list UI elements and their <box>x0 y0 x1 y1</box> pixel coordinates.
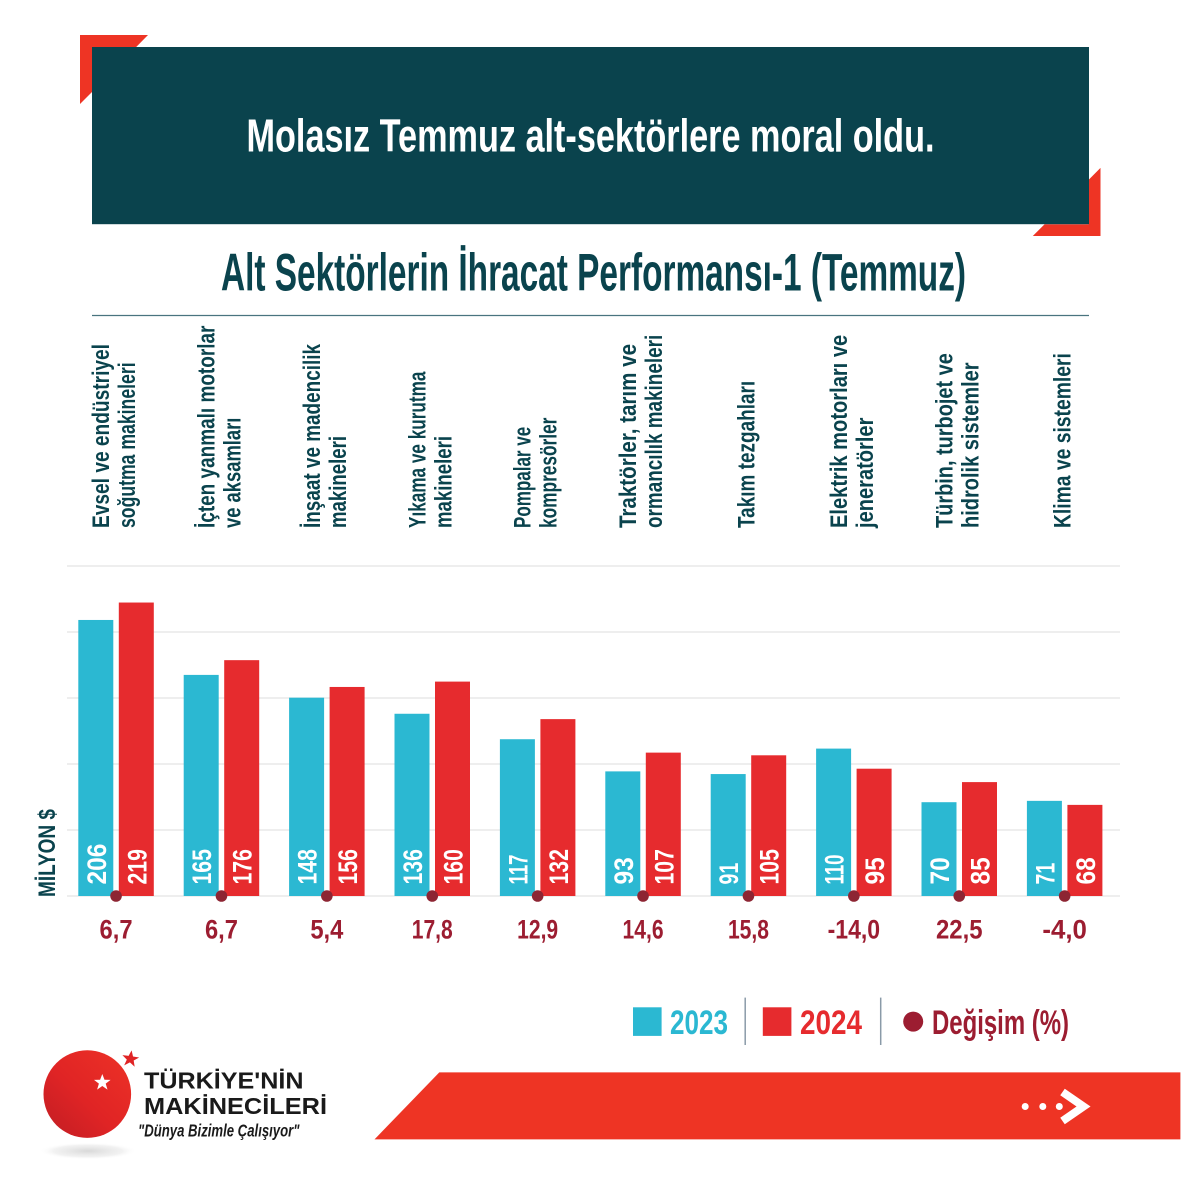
svg-text:15,8: 15,8 <box>728 914 769 944</box>
svg-text:makineleri: makineleri <box>325 436 352 528</box>
svg-text:117: 117 <box>503 855 533 885</box>
svg-text:68: 68 <box>1071 857 1101 884</box>
svg-text:2023: 2023 <box>670 1004 728 1042</box>
svg-text:Değişim (%): Değişim (%) <box>932 1004 1069 1042</box>
svg-text:132: 132 <box>544 849 574 884</box>
svg-text:6,7: 6,7 <box>205 914 238 944</box>
svg-text:70: 70 <box>925 857 955 884</box>
svg-text:makineleri: makineleri <box>430 436 457 528</box>
svg-text:85: 85 <box>966 857 996 884</box>
svg-text:110: 110 <box>820 855 850 885</box>
svg-text:14,6: 14,6 <box>623 914 664 944</box>
svg-text:6,7: 6,7 <box>100 914 133 944</box>
svg-text:5,4: 5,4 <box>310 914 343 944</box>
svg-text:ormancılık makineleri: ormancılık makineleri <box>641 335 668 528</box>
svg-text:İnşaat ve madencilik: İnşaat ve madencilik <box>299 343 326 528</box>
svg-text:93: 93 <box>609 857 639 884</box>
svg-text:136: 136 <box>398 849 428 884</box>
svg-text:-14,0: -14,0 <box>828 914 881 944</box>
svg-text:148: 148 <box>293 849 323 884</box>
svg-text:107: 107 <box>649 849 679 884</box>
svg-text:MİLYON $: MİLYON $ <box>34 808 61 897</box>
svg-text:95: 95 <box>860 857 890 884</box>
svg-text:Alt Sektörlerin İhracat Perfor: Alt Sektörlerin İhracat Performansı-1 (T… <box>221 244 966 303</box>
svg-text:105: 105 <box>755 849 785 884</box>
svg-text:hidrolik sistemler: hidrolik sistemler <box>957 362 984 528</box>
svg-text:176: 176 <box>228 849 258 884</box>
svg-text:ve aksamları: ve aksamları <box>219 418 246 528</box>
svg-text:17,8: 17,8 <box>412 914 453 944</box>
svg-text:91: 91 <box>714 863 744 885</box>
svg-text:Klima ve sistemleri: Klima ve sistemleri <box>1050 353 1077 528</box>
svg-text:İçten yanmalı motorlar: İçten yanmalı motorlar <box>193 326 220 528</box>
svg-text:soğutma makineleri: soğutma makineleri <box>114 362 141 528</box>
svg-text:165: 165 <box>187 849 217 884</box>
svg-text:"Dünya Bizimle Çalışıyor": "Dünya Bizimle Çalışıyor" <box>138 1120 300 1140</box>
svg-text:-4,0: -4,0 <box>1042 914 1087 944</box>
svg-text:206: 206 <box>82 844 112 885</box>
svg-text:22,5: 22,5 <box>936 914 983 944</box>
svg-text:MAKİNECİLERİ: MAKİNECİLERİ <box>144 1093 327 1119</box>
svg-text:kompresörler: kompresörler <box>536 418 563 528</box>
svg-text:Traktörler, tarım ve: Traktörler, tarım ve <box>615 344 642 528</box>
svg-text:Türbin, turbojet ve: Türbin, turbojet ve <box>931 353 958 528</box>
svg-text:jeneratörler: jeneratörler <box>852 418 879 529</box>
svg-text:2024: 2024 <box>800 1004 862 1042</box>
svg-text:Pompalar ve: Pompalar ve <box>510 427 537 528</box>
svg-text:71: 71 <box>1030 863 1060 885</box>
svg-text:Evsel ve endüstriyel: Evsel ve endüstriyel <box>88 344 115 528</box>
svg-text:Yıkama ve kurutma: Yıkama ve kurutma <box>404 371 431 528</box>
svg-text:156: 156 <box>333 849 363 884</box>
svg-text:Takım tezgahları: Takım tezgahları <box>733 381 760 528</box>
svg-text:TÜRKİYE'NİN: TÜRKİYE'NİN <box>144 1068 304 1094</box>
svg-text:12,9: 12,9 <box>517 914 558 944</box>
svg-text:219: 219 <box>122 849 152 884</box>
svg-text:Elektrik motorları ve: Elektrik motorları ve <box>826 335 853 528</box>
svg-text:Molasız Temmuz alt-sektörlere: Molasız Temmuz alt-sektörlere moral oldu… <box>247 110 935 162</box>
svg-text:160: 160 <box>439 849 469 884</box>
